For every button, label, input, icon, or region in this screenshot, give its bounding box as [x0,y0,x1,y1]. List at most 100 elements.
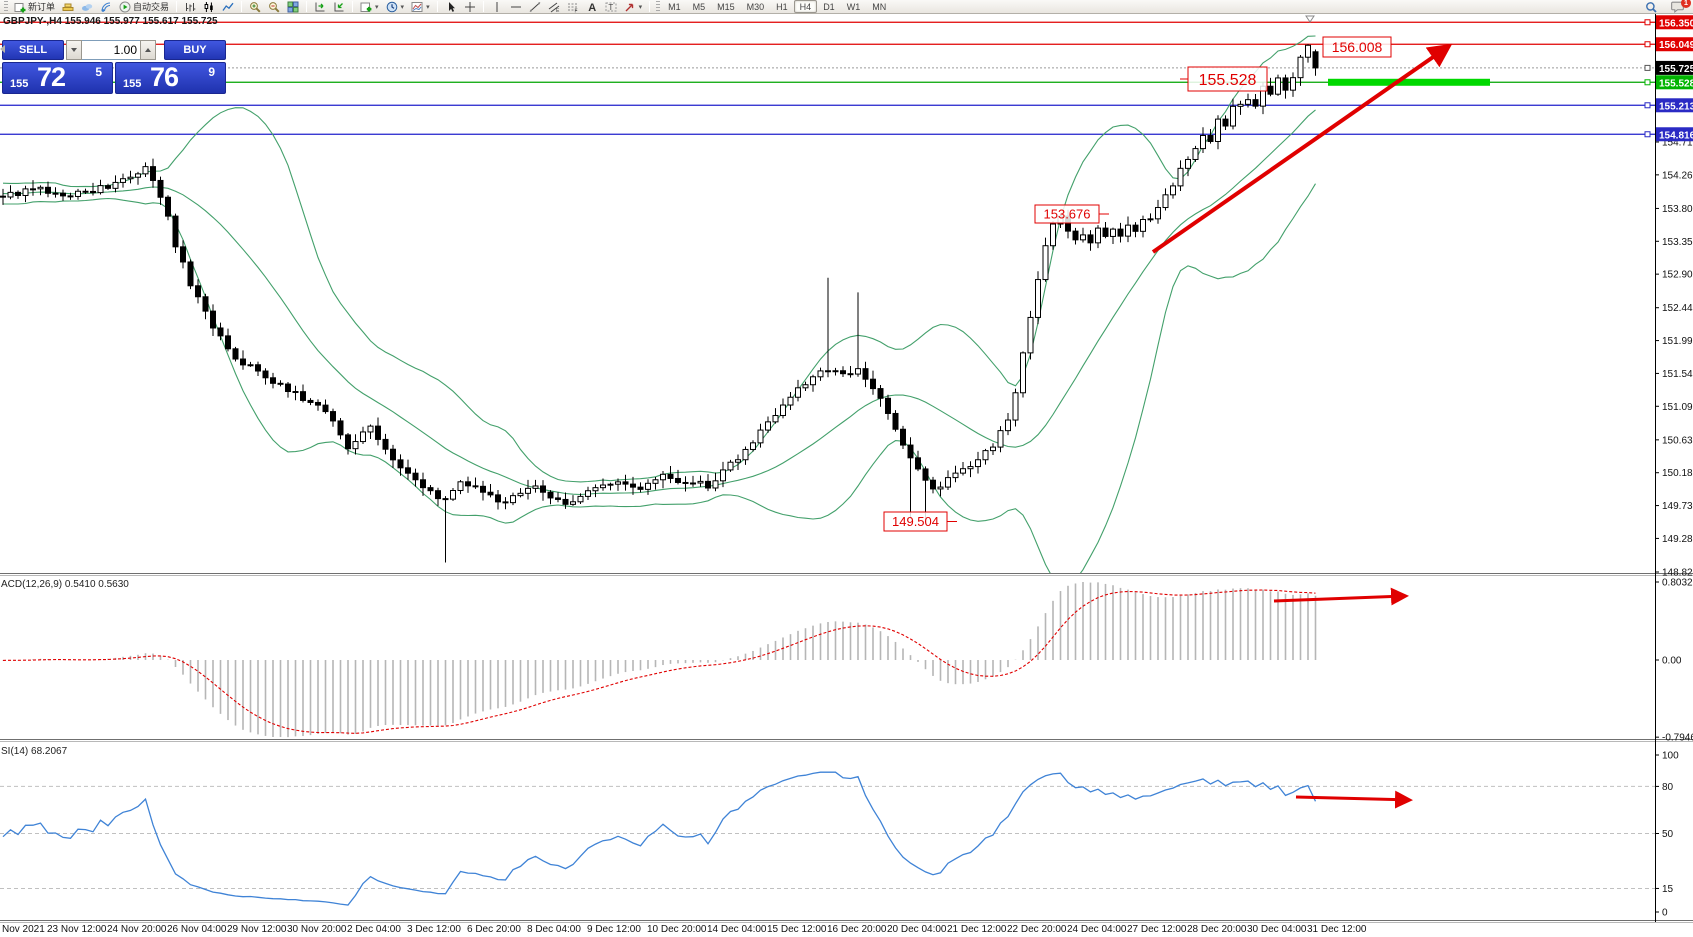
chart-shift-marker[interactable] [1305,15,1315,23]
toolbar-chart-shift-button[interactable] [311,0,329,13]
price-tick-label: 148.820 [1662,568,1693,579]
toolbar-separator [482,1,484,12]
candle-body [765,421,771,431]
candle-body [360,431,366,443]
ask-prefix: 155 [123,78,142,90]
toolbar-periods-button[interactable]: ▾ [383,0,408,13]
candle-body [1035,279,1041,318]
toolbar-vertical-line-button[interactable] [488,0,506,13]
candle-body [735,459,741,463]
candle-body [217,327,224,337]
candle-body [802,384,809,389]
trend-arrow-2[interactable] [1273,587,1409,606]
trend-arrow-1[interactable] [1151,43,1453,254]
toolbar-crosshair-button[interactable] [461,0,479,13]
toolbar-zoom-out-button[interactable] [265,0,283,13]
toolbar-add-indicator-button[interactable]: ▾ [357,0,382,13]
candle-chart-icon [204,1,213,12]
toolbar-auto-scroll-button[interactable] [330,0,348,13]
sell-button[interactable]: SELL [2,40,64,60]
level-line-handle[interactable] [1644,102,1651,109]
candle-body [1207,134,1214,142]
trend-arrow-3[interactable] [1295,790,1413,809]
level-line-handle[interactable] [1644,64,1651,71]
toolbar-text-label-button[interactable]: T [602,0,620,13]
candle-body [532,485,539,489]
candle-body [172,215,179,248]
toolbar-autotrading-button[interactable]: 自动交易 [116,0,172,13]
toolbar-zoom-in-button[interactable] [246,0,264,13]
candle-body [870,378,876,390]
volume-input[interactable] [82,40,140,60]
candle-body [1312,51,1319,69]
volume-increase-button[interactable] [140,40,156,60]
level-line-handle[interactable] [1644,79,1651,86]
timeframe-button-M5[interactable]: M5 [692,1,706,12]
buy-button[interactable]: BUY [164,40,226,60]
bollinger-middle-band [2,109,1316,496]
bid-prefix: 155 [10,78,29,90]
level-line-handle[interactable] [1644,19,1651,26]
toolbar-new-order-label: 新订单 [28,2,56,12]
candle-body [945,477,951,488]
toolbar-signals-button[interactable] [97,0,115,13]
toolbar-arrows-button[interactable]: ▾ [621,0,646,13]
toolbar-grip[interactable] [656,1,661,12]
level-line-handle[interactable] [1644,41,1651,48]
crosshair-icon [464,1,475,12]
timeframe-button-W1[interactable]: W1 [846,1,861,12]
annotation-box[interactable] [883,511,948,532]
macd-label: ACD(12,26,9) 0.5410 0.5630 [1,579,129,590]
timeframe-button-H1[interactable]: H1 [776,1,788,12]
candle-body [615,481,621,485]
horizontal-line-icon [510,6,521,7]
time-axis[interactable]: Nov 2021 23 Nov 12:00 24 Nov 20:00 26 Nov 0… [2,924,1367,935]
timeframe-button-MN[interactable]: MN [872,1,887,12]
annotation-box[interactable] [1187,66,1268,92]
rsi-axis-label: 15 [1662,884,1674,895]
volume-decrease-button[interactable] [66,40,82,60]
ask-quote[interactable]: 155 76 9 [115,62,226,94]
toolbar-line-chart-button[interactable] [219,0,237,13]
toolbar-fibonacci-button[interactable]: F [564,0,582,13]
toolbar-tile-windows-button[interactable] [284,0,302,13]
auto-scroll-icon [334,2,344,11]
candle-body [1215,118,1221,142]
candle-body [667,473,674,479]
level-line-handle[interactable] [1644,131,1651,138]
toolbar-templates-button[interactable]: ▾ [408,0,433,13]
toolbar-gold-bars-button[interactable] [59,0,77,13]
toolbar-grip[interactable] [4,1,8,12]
time-tick-label: 15 Dec 12:00 [767,924,827,935]
toolbar-equidistant-channel-button[interactable]: E [545,0,563,13]
bid-quote[interactable]: 155 72 5 [2,62,113,94]
price-axis[interactable]: 154.710 154.260 153.800 153.350 152.900 152.4… [1644,15,1693,919]
candle-body [922,468,929,481]
toolbar-candle-chart-button[interactable] [200,0,218,13]
toolbar-community-button[interactable] [78,0,96,13]
green-highlight-bar[interactable] [1328,78,1490,86]
search-button[interactable] [1642,0,1660,13]
timeframe-button-H4[interactable]: H4 [793,0,818,13]
toolbar-trendline-button[interactable] [526,0,544,13]
timeframe-button-M15[interactable]: M15 [717,1,735,12]
candle-body [1305,44,1311,58]
timeframe-button-D1[interactable]: D1 [823,1,835,12]
candle-body [397,459,404,469]
candle-body [1170,185,1176,196]
toolbar-horizontal-line-button[interactable] [507,0,525,13]
annotation-box[interactable] [1322,36,1392,58]
panel-collapse-arrow[interactable] [0,45,5,53]
candle-body [367,425,374,433]
toolbar-text-button[interactable]: A [583,0,601,13]
chat-button[interactable]: 1 [1668,0,1691,13]
toolbar-cursor-button[interactable] [442,0,460,13]
toolbar-new-order-button[interactable]: 新订单 [11,0,58,13]
timeframe-button-M30[interactable]: M30 [746,1,765,12]
toolbar-bar-chart-button[interactable] [181,0,199,13]
annotation-box[interactable] [1034,204,1100,224]
rsi-axis-label: 100 [1662,751,1679,762]
timeframe-button-M1[interactable]: M1 [668,1,681,12]
